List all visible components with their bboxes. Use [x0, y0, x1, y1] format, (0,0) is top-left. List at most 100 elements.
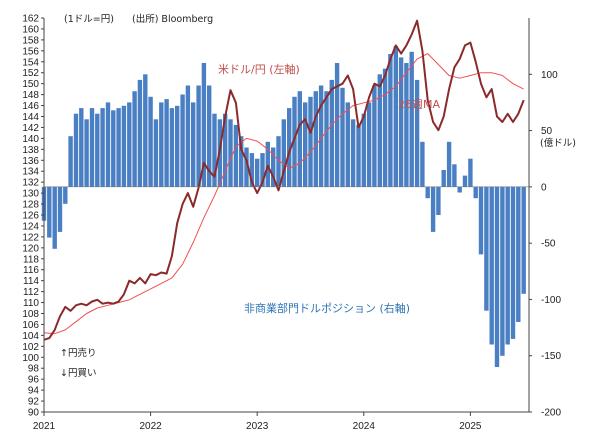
- position-bar-17: [132, 91, 137, 187]
- left-tick-label: 146: [22, 101, 39, 112]
- header-unit-label: (1ドル=円): [64, 14, 114, 25]
- position-bar-70: [414, 79, 420, 187]
- position-bar-72: [425, 186, 430, 199]
- left-tick-label: 126: [22, 211, 39, 222]
- position-bar-9: [89, 108, 95, 187]
- position-bar-71: [420, 141, 425, 187]
- position-bar-16: [127, 102, 132, 187]
- position-bar-47: [292, 96, 297, 187]
- position-bar-18: [137, 79, 143, 187]
- position-bar-5: [68, 136, 73, 187]
- left-tick-label: 106: [22, 320, 39, 331]
- position-bar-30: [201, 63, 207, 187]
- position-bar-85: [494, 186, 500, 367]
- position-bar-14: [116, 108, 121, 187]
- position-bar-29: [196, 85, 201, 187]
- right-tick-label: -150: [541, 351, 561, 362]
- position-series-label: 非商業部門ドルポジション (右軸): [244, 301, 410, 315]
- position-bar-79: [462, 175, 468, 187]
- left-tick-label: 98: [28, 364, 40, 375]
- left-tick-label: 136: [22, 156, 39, 167]
- position-bar-84: [489, 186, 494, 345]
- position-bar-8: [84, 119, 89, 187]
- position-bar-69: [409, 51, 414, 187]
- position-bar-53: [324, 91, 329, 187]
- ma-series-label: 26週MA: [398, 98, 440, 111]
- position-bar-88: [510, 186, 516, 339]
- position-bar-86: [500, 186, 505, 356]
- position-bar-55: [334, 63, 340, 187]
- position-bar-35: [228, 119, 233, 187]
- position-bar-63: [377, 74, 382, 187]
- position-bar-81: [473, 186, 478, 199]
- position-bar-10: [95, 113, 100, 187]
- yen-sell-note: ↑円売り: [60, 347, 96, 359]
- left-tick-label: 114: [23, 276, 39, 287]
- x-tick-label: 2022: [139, 421, 162, 432]
- left-tick-label: 134: [22, 167, 39, 178]
- position-bar-42: [265, 141, 270, 187]
- position-bar-82: [478, 186, 484, 255]
- position-bar-39: [249, 153, 255, 187]
- x-tick-label: 2021: [33, 421, 56, 432]
- left-tick-label: 118: [23, 254, 39, 265]
- position-bar-74: [436, 186, 441, 215]
- position-bar-73: [430, 186, 436, 232]
- left-tick-label: 124: [22, 221, 39, 232]
- left-tick-label: 156: [22, 46, 39, 57]
- x-tick-label: 2025: [459, 421, 482, 432]
- left-tick-label: 104: [22, 331, 39, 342]
- left-tick-label: 116: [23, 265, 39, 276]
- right-tick-label: -100: [541, 295, 561, 306]
- position-bar-34: [223, 113, 228, 187]
- ma26-line: [43, 53, 524, 335]
- position-bar-37: [239, 136, 244, 187]
- right-tick-label: -50: [541, 239, 556, 250]
- position-bar-76: [446, 141, 452, 187]
- position-bar-83: [484, 186, 489, 311]
- left-tick-label: 90: [28, 408, 40, 419]
- left-tick-label: 96: [28, 375, 40, 386]
- position-bar-65: [388, 54, 393, 187]
- position-bar-11: [100, 108, 105, 187]
- position-bar-43: [271, 147, 276, 187]
- left-tick-label: 120: [22, 243, 39, 254]
- left-tick-label: 140: [22, 134, 39, 145]
- position-bar-45: [281, 119, 286, 187]
- position-bar-36: [233, 124, 239, 187]
- position-bar-20: [148, 96, 153, 187]
- position-bar-25: [175, 105, 180, 187]
- position-bar-87: [505, 186, 510, 345]
- left-tick-label: 122: [22, 232, 39, 243]
- position-bar-66: [393, 46, 398, 187]
- position-bar-64: [382, 68, 388, 187]
- left-tick-label: 128: [22, 200, 39, 211]
- position-bar-78: [457, 186, 462, 193]
- x-tick-label: 2023: [246, 421, 269, 432]
- left-tick-label: 112: [23, 287, 39, 298]
- position-bar-90: [521, 186, 526, 294]
- position-bar-51: [313, 91, 318, 187]
- left-tick-label: 160: [22, 24, 39, 35]
- usdjpy-series-label: 米ドル/円 (左軸): [218, 62, 300, 76]
- position-bars: [41, 46, 526, 367]
- left-tick-label: 150: [22, 79, 39, 90]
- left-tick-label: 92: [28, 397, 40, 408]
- position-bar-62: [372, 85, 377, 187]
- position-bar-61: [366, 102, 372, 187]
- usdjpy-line: [43, 19, 525, 341]
- left-tick-label: 158: [22, 35, 39, 46]
- left-tick-label: 162: [22, 14, 39, 25]
- left-tick-label: 102: [22, 342, 39, 353]
- x-tick-label: 2024: [353, 421, 376, 432]
- position-bar-24: [169, 108, 175, 187]
- position-bar-49: [303, 102, 308, 187]
- position-bar-7: [79, 108, 84, 187]
- position-bar-46: [287, 108, 292, 187]
- left-tick-label: 138: [22, 145, 39, 156]
- position-bar-32: [212, 113, 217, 187]
- left-tick-label: 148: [22, 90, 39, 101]
- position-bar-38: [244, 147, 249, 187]
- left-tick-label: 132: [22, 178, 39, 189]
